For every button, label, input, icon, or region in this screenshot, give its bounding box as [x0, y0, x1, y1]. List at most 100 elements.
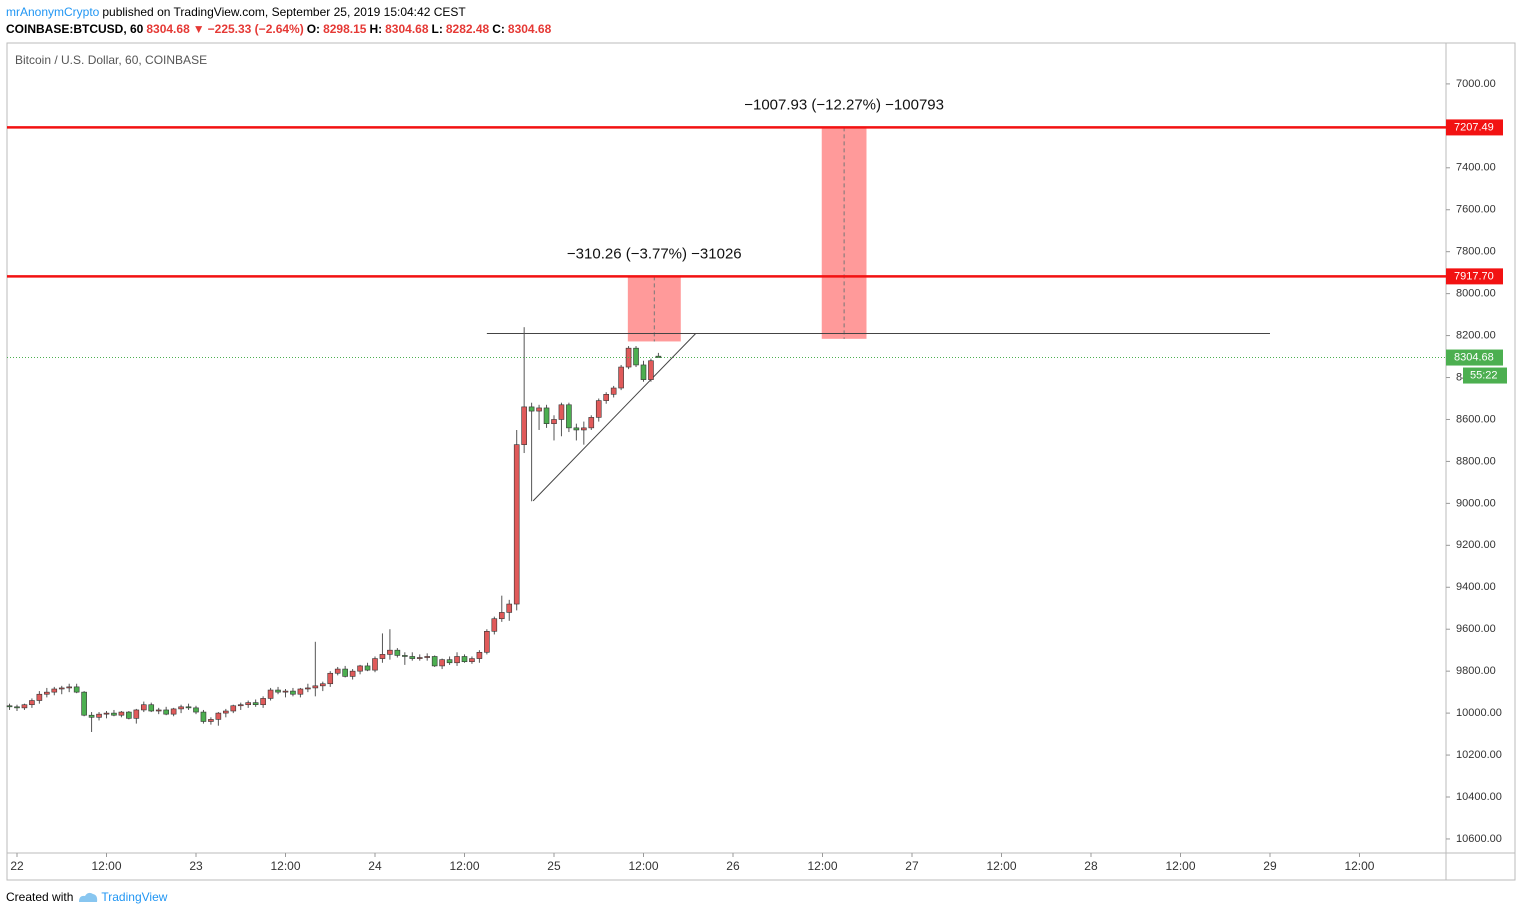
candle-body	[148, 704, 155, 712]
y-tick-label: 7400.00	[1456, 162, 1496, 174]
x-tick-label: 23	[189, 859, 203, 873]
candle-body	[588, 417, 595, 429]
y-tick-label: 9600.00	[1456, 623, 1496, 635]
y-tick-label: 9400.00	[1456, 581, 1496, 593]
x-tick-label: 12:00	[986, 859, 1016, 873]
candle-body	[290, 690, 296, 695]
footer-text: Created with	[6, 890, 74, 904]
candle-body	[566, 404, 572, 429]
candle-body	[14, 706, 20, 709]
candle-body	[170, 708, 177, 715]
header-line-2: COINBASE:BTCUSD, 60 8304.68 ▼ −225.33 (−2.6…	[6, 22, 554, 36]
candle-body	[96, 713, 102, 718]
candle-body	[424, 656, 430, 658]
y-tick-label: 8200.00	[1456, 329, 1496, 341]
candle-body	[133, 709, 140, 719]
y-tick-label: 7600.00	[1456, 204, 1496, 216]
x-tick-label: 27	[905, 859, 919, 873]
y-tick-label: 9800.00	[1456, 665, 1496, 677]
frame	[6, 42, 1516, 881]
header-line-1: mrAnonymCrypto published on TradingView.c…	[6, 5, 469, 19]
candle-body	[297, 688, 304, 695]
candle-body	[640, 364, 647, 380]
candle-body	[498, 612, 505, 620]
candle-body	[126, 711, 132, 719]
candle-body	[454, 656, 460, 664]
candle-body	[409, 656, 416, 659]
y-tick-label: 10000.00	[1456, 707, 1502, 719]
header-text: mrAnonymCrypto	[6, 5, 100, 19]
candle-body	[551, 419, 557, 424]
candle-body	[513, 444, 520, 605]
measure-label: −310.26 (−3.77%) −31026	[567, 245, 742, 262]
header-text: published on TradingView.com, September …	[102, 5, 466, 19]
candle-body	[476, 651, 483, 659]
x-tick-label: 12:00	[91, 859, 121, 873]
candle-body	[29, 700, 35, 706]
candle-body	[200, 711, 207, 722]
candle-body	[66, 686, 73, 689]
level-label: 7207.49	[1454, 121, 1494, 133]
footer-brand: TradingView	[101, 890, 168, 904]
candle-body	[118, 711, 125, 716]
candle-body	[163, 709, 169, 715]
header-text: 8282.48	[445, 22, 490, 36]
trend-line	[532, 333, 697, 502]
y-tick-label: 10600.00	[1456, 833, 1502, 845]
candle-body	[58, 687, 65, 690]
y-tick-label: 7000.00	[1456, 78, 1496, 90]
header-text: L:	[431, 22, 443, 36]
candle-body	[469, 658, 475, 663]
candle-body	[111, 712, 117, 716]
candle-body	[21, 704, 28, 709]
candle-body	[543, 407, 550, 424]
candle-body	[334, 668, 341, 674]
candle-body	[431, 656, 438, 667]
candle-body	[245, 702, 252, 706]
header-text: 8304.68	[507, 22, 552, 36]
level-label: 7917.70	[1454, 270, 1494, 282]
candle-body	[223, 710, 229, 714]
candle-body	[618, 366, 624, 389]
candle-body	[491, 618, 498, 632]
candle-body	[581, 427, 587, 431]
current-price-tag	[1446, 349, 1503, 366]
candle-body	[349, 670, 356, 677]
candle-body	[402, 655, 408, 657]
candle-body	[372, 658, 378, 671]
candle-body	[51, 688, 58, 693]
candle-body	[633, 347, 639, 366]
countdown-tag	[1463, 367, 1507, 384]
candle-body	[573, 427, 580, 431]
y-tick-label: 8800.00	[1456, 455, 1496, 467]
level-tag	[1446, 119, 1503, 136]
y-tick-label: 8000.00	[1456, 288, 1496, 300]
y-tick-label: 9000.00	[1456, 497, 1496, 509]
header-text: 8298.15	[323, 22, 367, 36]
candle-body	[312, 685, 319, 689]
candle-body	[364, 665, 371, 671]
candle-body	[178, 706, 184, 710]
candle-body	[208, 719, 214, 722]
candle-body	[357, 665, 363, 672]
logo	[79, 892, 98, 902]
candle-body	[439, 659, 445, 667]
header-text: COINBASE:BTCUSD, 60	[6, 22, 144, 36]
header-text: −225.33 (−2.64%)	[207, 22, 304, 36]
candle-body	[103, 712, 110, 715]
candle-body	[379, 654, 386, 659]
legend: Bitcoin / U.S. Dollar, 60, COINBASE	[15, 53, 207, 67]
candle-body	[603, 394, 609, 401]
x-tick-label: 22	[10, 859, 24, 873]
candle-body	[319, 683, 326, 687]
candle-body	[387, 649, 393, 655]
candle-body	[461, 656, 468, 663]
measure-label: −1007.93 (−12.27%) −100793	[744, 96, 944, 113]
y-tick-label: 7800.00	[1456, 246, 1496, 258]
candle-body	[44, 691, 50, 695]
x-tick-label: 12:00	[270, 859, 300, 873]
candle-body	[252, 702, 259, 706]
candle-body	[36, 693, 43, 701]
